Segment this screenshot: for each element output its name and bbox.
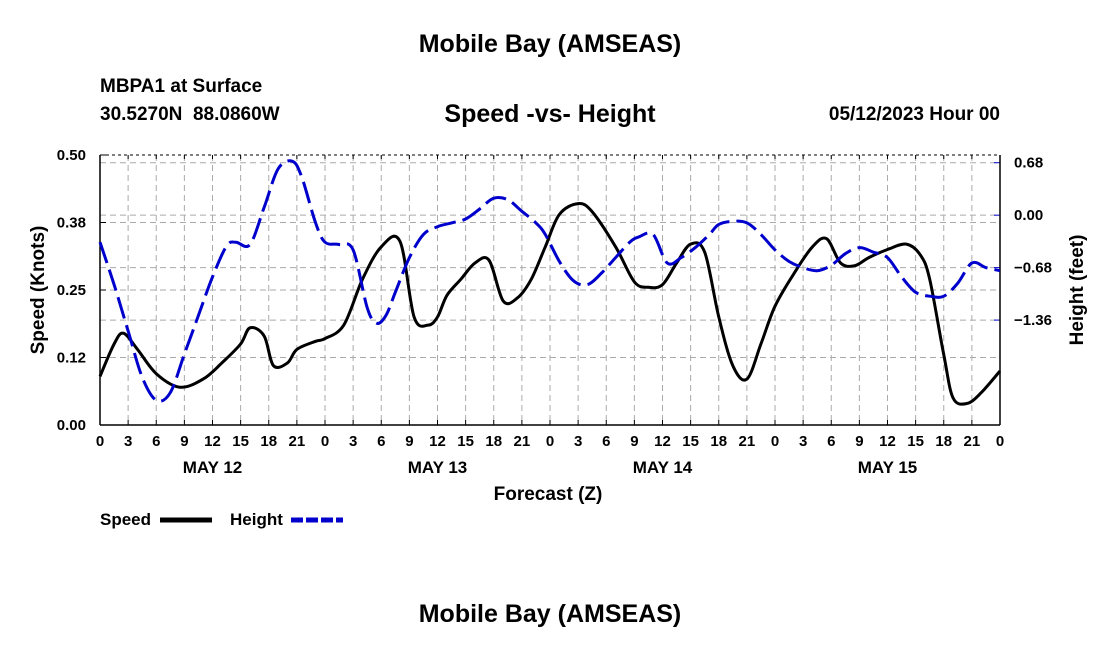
x-tick-label: 0 bbox=[321, 433, 329, 450]
x-tick-label: 21 bbox=[964, 433, 981, 450]
x-tick-label: 3 bbox=[124, 433, 132, 450]
x-tick-label: 15 bbox=[682, 433, 699, 450]
day-label: MAY 13 bbox=[408, 458, 468, 477]
x-tick-label: 6 bbox=[377, 433, 385, 450]
y-tick-label-left: 0.12 bbox=[57, 350, 86, 367]
x-tick-label: 18 bbox=[710, 433, 727, 450]
legend: Speed Height bbox=[100, 510, 343, 529]
day-label: MAY 12 bbox=[183, 458, 243, 477]
x-tick-label: 15 bbox=[907, 433, 924, 450]
x-tick-label: 9 bbox=[180, 433, 188, 450]
x-tick-label: 3 bbox=[799, 433, 807, 450]
x-tick-label: 9 bbox=[405, 433, 413, 450]
x-tick-label: 0 bbox=[996, 433, 1004, 450]
x-tick-label: 12 bbox=[204, 433, 221, 450]
x-tick-label: 6 bbox=[827, 433, 835, 450]
x-tick-label: 21 bbox=[514, 433, 531, 450]
page-title-repeat: Mobile Bay (AMSEAS) bbox=[418, 600, 682, 628]
x-tick-label: 12 bbox=[879, 433, 896, 450]
day-label: MAY 14 bbox=[633, 458, 693, 477]
y-tick-label-left: 0.50 bbox=[57, 147, 86, 164]
x-tick-label: 18 bbox=[935, 433, 952, 450]
x-tick-label: 6 bbox=[152, 433, 160, 450]
y-axis-label-right: Height (feet) bbox=[1067, 235, 1088, 346]
grid bbox=[100, 155, 1000, 425]
y-tick-label-left: 0.00 bbox=[57, 417, 86, 434]
y-tick-label-left: 0.38 bbox=[57, 215, 86, 232]
axes bbox=[99, 154, 1001, 426]
x-tick-label: 0 bbox=[96, 433, 104, 450]
site-coordinates: 30.5270N 88.0860W bbox=[100, 104, 280, 125]
x-tick-label: 21 bbox=[289, 433, 306, 450]
x-tick-label: 0 bbox=[771, 433, 779, 450]
y-axis-label-left: Speed (Knots) bbox=[28, 226, 49, 355]
y-tick-label-right: 0.68 bbox=[1014, 155, 1043, 172]
legend-label-height: Height bbox=[230, 510, 283, 529]
day-label: MAY 15 bbox=[858, 458, 918, 477]
x-tick-label: 9 bbox=[855, 433, 863, 450]
x-tick-label: 3 bbox=[349, 433, 357, 450]
x-tick-label: 18 bbox=[260, 433, 277, 450]
x-tick-label: 0 bbox=[546, 433, 554, 450]
site-name: MBPA1 at Surface bbox=[100, 76, 263, 97]
x-tick-label: 3 bbox=[574, 433, 582, 450]
y-tick-label-right: −1.36 bbox=[1014, 312, 1052, 329]
chart-title: Speed -vs- Height bbox=[444, 100, 656, 128]
y-tick-label-right: 0.00 bbox=[1014, 207, 1043, 224]
page-title: Mobile Bay (AMSEAS) bbox=[418, 30, 682, 58]
legend-label-speed: Speed bbox=[100, 510, 151, 529]
x-tick-label: 15 bbox=[457, 433, 474, 450]
forecast-date: 05/12/2023 Hour 00 bbox=[828, 104, 1000, 125]
y-tick-label-left: 0.25 bbox=[57, 282, 86, 299]
x-tick-label: 21 bbox=[739, 433, 756, 450]
x-tick-label: 18 bbox=[485, 433, 502, 450]
x-tick-label: 12 bbox=[654, 433, 671, 450]
tick-labels: 0 3 6 9 12 15 18 21 0 3 6 9 12 15 18 21 0 3 6 9 12 15 18 21 0 3 6 9… bbox=[57, 147, 1052, 477]
x-tick-label: 6 bbox=[602, 433, 610, 450]
series bbox=[98, 159, 1002, 406]
series-line-speed bbox=[98, 202, 1002, 406]
x-tick-label: 15 bbox=[232, 433, 249, 450]
series-line-height bbox=[98, 159, 1001, 403]
x-tick-label: 12 bbox=[429, 433, 446, 450]
y-tick-label-right: −0.68 bbox=[1014, 260, 1052, 277]
x-tick-label: 9 bbox=[630, 433, 638, 450]
x-axis-label: Forecast (Z) bbox=[494, 484, 603, 505]
